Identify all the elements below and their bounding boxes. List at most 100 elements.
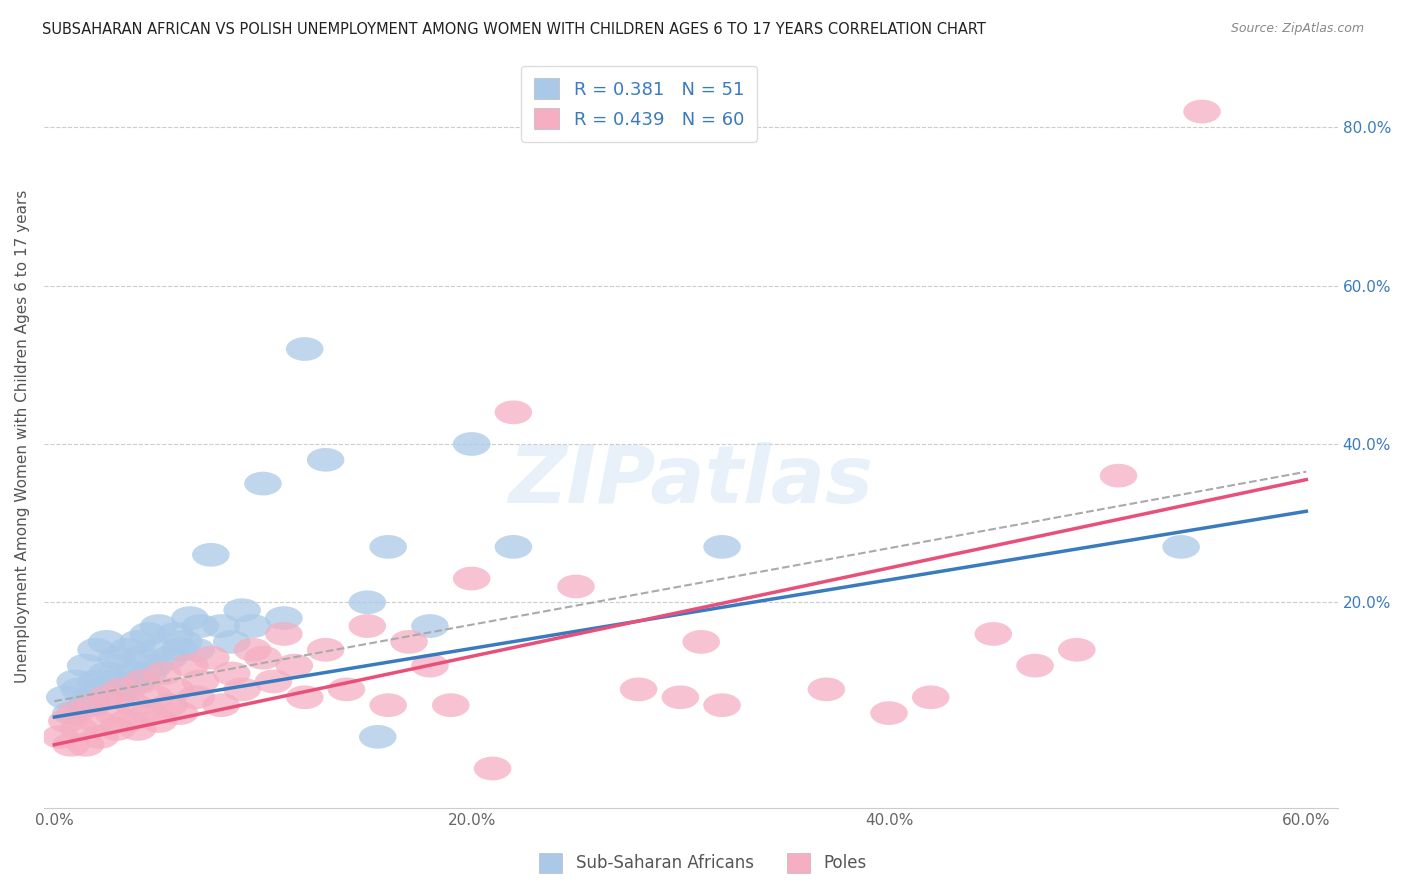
Ellipse shape xyxy=(60,678,98,701)
Text: Source: ZipAtlas.com: Source: ZipAtlas.com xyxy=(1230,22,1364,36)
Ellipse shape xyxy=(307,638,344,662)
Ellipse shape xyxy=(453,432,491,456)
Ellipse shape xyxy=(165,630,202,654)
Ellipse shape xyxy=(233,615,271,638)
Ellipse shape xyxy=(46,685,83,709)
Ellipse shape xyxy=(56,670,94,693)
Ellipse shape xyxy=(82,725,120,748)
Ellipse shape xyxy=(172,654,208,678)
Ellipse shape xyxy=(143,662,181,685)
Ellipse shape xyxy=(108,709,146,733)
Ellipse shape xyxy=(620,678,658,701)
Ellipse shape xyxy=(495,535,533,558)
Ellipse shape xyxy=(495,401,533,425)
Ellipse shape xyxy=(172,607,208,630)
Ellipse shape xyxy=(359,725,396,748)
Ellipse shape xyxy=(120,670,156,693)
Ellipse shape xyxy=(411,654,449,678)
Ellipse shape xyxy=(266,622,302,646)
Ellipse shape xyxy=(60,717,98,740)
Ellipse shape xyxy=(276,654,314,678)
Legend: R = 0.381   N = 51, R = 0.439   N = 60: R = 0.381 N = 51, R = 0.439 N = 60 xyxy=(522,66,756,142)
Ellipse shape xyxy=(67,733,104,756)
Text: ZIPatlas: ZIPatlas xyxy=(508,442,873,520)
Ellipse shape xyxy=(474,756,512,780)
Ellipse shape xyxy=(193,646,229,670)
Ellipse shape xyxy=(77,670,115,693)
Ellipse shape xyxy=(120,717,156,740)
Ellipse shape xyxy=(349,615,387,638)
Ellipse shape xyxy=(82,678,120,701)
Ellipse shape xyxy=(129,622,167,646)
Ellipse shape xyxy=(432,693,470,717)
Ellipse shape xyxy=(103,678,139,701)
Ellipse shape xyxy=(160,638,198,662)
Ellipse shape xyxy=(233,638,271,662)
Ellipse shape xyxy=(285,685,323,709)
Ellipse shape xyxy=(108,638,146,662)
Ellipse shape xyxy=(224,678,262,701)
Legend: Sub-Saharan Africans, Poles: Sub-Saharan Africans, Poles xyxy=(533,847,873,880)
Ellipse shape xyxy=(94,701,132,725)
Ellipse shape xyxy=(139,709,177,733)
Ellipse shape xyxy=(307,448,344,472)
Ellipse shape xyxy=(42,725,79,748)
Ellipse shape xyxy=(73,693,111,717)
Ellipse shape xyxy=(1184,100,1220,123)
Ellipse shape xyxy=(156,622,194,646)
Ellipse shape xyxy=(202,693,240,717)
Ellipse shape xyxy=(349,591,387,615)
Ellipse shape xyxy=(245,472,281,495)
Ellipse shape xyxy=(177,685,215,709)
Ellipse shape xyxy=(1059,638,1095,662)
Ellipse shape xyxy=(108,678,146,701)
Text: SUBSAHARAN AFRICAN VS POLISH UNEMPLOYMENT AMONG WOMEN WITH CHILDREN AGES 6 TO 17: SUBSAHARAN AFRICAN VS POLISH UNEMPLOYMEN… xyxy=(42,22,986,37)
Y-axis label: Unemployment Among Women with Children Ages 6 to 17 years: Unemployment Among Women with Children A… xyxy=(15,189,30,682)
Ellipse shape xyxy=(87,630,125,654)
Ellipse shape xyxy=(120,630,156,654)
Ellipse shape xyxy=(224,599,262,622)
Ellipse shape xyxy=(557,574,595,599)
Ellipse shape xyxy=(177,638,215,662)
Ellipse shape xyxy=(136,654,173,678)
Ellipse shape xyxy=(56,701,94,725)
Ellipse shape xyxy=(703,693,741,717)
Ellipse shape xyxy=(136,685,173,709)
Ellipse shape xyxy=(974,622,1012,646)
Ellipse shape xyxy=(202,615,240,638)
Ellipse shape xyxy=(370,535,406,558)
Ellipse shape xyxy=(181,615,219,638)
Ellipse shape xyxy=(285,337,323,361)
Ellipse shape xyxy=(254,670,292,693)
Ellipse shape xyxy=(124,646,160,670)
Ellipse shape xyxy=(411,615,449,638)
Ellipse shape xyxy=(453,566,491,591)
Ellipse shape xyxy=(87,685,125,709)
Ellipse shape xyxy=(156,678,194,701)
Ellipse shape xyxy=(129,701,167,725)
Ellipse shape xyxy=(160,701,198,725)
Ellipse shape xyxy=(370,693,406,717)
Ellipse shape xyxy=(139,638,177,662)
Ellipse shape xyxy=(1017,654,1054,678)
Ellipse shape xyxy=(48,709,86,733)
Ellipse shape xyxy=(150,646,188,670)
Ellipse shape xyxy=(115,693,152,717)
Ellipse shape xyxy=(115,662,152,685)
Ellipse shape xyxy=(212,630,250,654)
Ellipse shape xyxy=(87,662,125,685)
Ellipse shape xyxy=(124,670,160,693)
Ellipse shape xyxy=(266,607,302,630)
Ellipse shape xyxy=(73,685,111,709)
Ellipse shape xyxy=(139,615,177,638)
Ellipse shape xyxy=(67,654,104,678)
Ellipse shape xyxy=(193,543,229,566)
Ellipse shape xyxy=(703,535,741,558)
Ellipse shape xyxy=(212,662,250,685)
Ellipse shape xyxy=(150,693,188,717)
Ellipse shape xyxy=(870,701,908,725)
Ellipse shape xyxy=(391,630,427,654)
Ellipse shape xyxy=(1099,464,1137,488)
Ellipse shape xyxy=(129,662,167,685)
Ellipse shape xyxy=(807,678,845,701)
